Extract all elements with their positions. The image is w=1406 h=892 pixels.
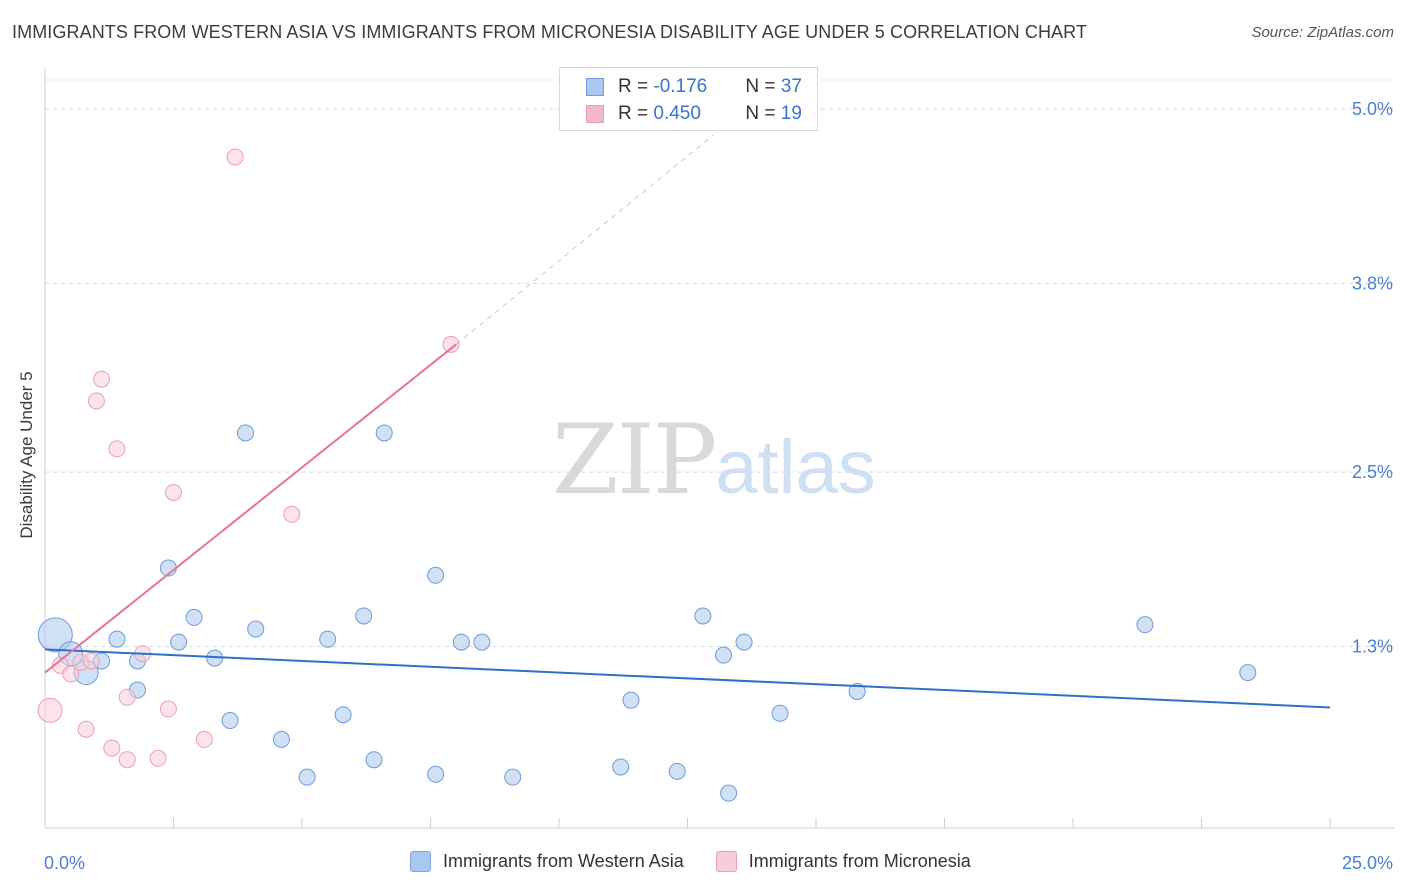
watermark-zip: ZIP [552, 404, 717, 516]
point-micronesia [149, 749, 167, 767]
watermark-atlas: atlas [715, 425, 876, 510]
point-micronesia [93, 370, 111, 388]
point-micronesia [118, 688, 136, 706]
point-western-asia [473, 633, 491, 651]
legend-n-label: N = [745, 76, 781, 97]
legend-swatch-western-asia [410, 851, 431, 872]
x-tick-label: 25.0% [1342, 853, 1393, 873]
y-tick-label: 2.5% [1352, 462, 1393, 482]
point-western-asia [427, 566, 445, 584]
trendline-micronesia [44, 343, 457, 674]
legend-label-micronesia: Immigrants from Micronesia [748, 851, 971, 871]
legend-swatch-micronesia [586, 105, 604, 123]
correlation-legend: R = -0.176 N = 37 R = 0.450 N = 19 [559, 67, 818, 131]
point-micronesia [118, 751, 136, 769]
point-western-asia [319, 630, 337, 648]
legend-label-western-asia: Immigrants from Western Asia [443, 851, 684, 871]
point-western-asia [668, 762, 686, 780]
y-tick-label: 5.0% [1352, 99, 1393, 119]
legend-r-value: -0.176 [653, 76, 708, 97]
legend-r-label: R = [618, 76, 654, 97]
point-micronesia [195, 730, 213, 748]
point-western-asia [365, 751, 383, 769]
point-micronesia [226, 148, 244, 166]
point-western-asia [720, 784, 738, 802]
legend-swatch-western-asia [586, 78, 604, 96]
legend-row-western-asia: R = -0.176 N = 37 [586, 75, 802, 99]
point-western-asia [170, 633, 188, 651]
point-western-asia [694, 607, 712, 625]
point-micronesia [159, 700, 177, 718]
point-western-asia [108, 630, 126, 648]
chart-title: IMMIGRANTS FROM WESTERN ASIA VS IMMIGRAN… [12, 22, 1088, 42]
point-western-asia [298, 768, 316, 786]
point-western-asia [848, 682, 866, 700]
point-micronesia [108, 440, 126, 458]
point-western-asia [185, 608, 203, 626]
point-micronesia [165, 483, 182, 501]
point-western-asia [272, 730, 290, 748]
watermark: ZIPatlas [552, 404, 876, 516]
legend-item-western-asia[interactable]: Immigrants from Western Asia [410, 851, 684, 872]
point-micronesia [82, 652, 100, 670]
legend-n-value: 37 [780, 76, 802, 97]
point-western-asia [735, 633, 753, 651]
point-micronesia [103, 739, 121, 757]
y-tick-label: 1.3% [1352, 636, 1393, 656]
point-western-asia [622, 691, 640, 709]
trendline-micronesia-extension [455, 134, 714, 345]
point-western-asia [452, 633, 470, 651]
point-micronesia [87, 392, 105, 410]
source-credit: Source: ZipAtlas.com [1251, 24, 1394, 41]
point-western-asia [612, 758, 630, 776]
legend-item-micronesia[interactable]: Immigrants from Micronesia [715, 851, 971, 872]
legend-swatch-micronesia [715, 851, 737, 872]
point-western-asia [1239, 664, 1257, 682]
legend-r-value: 0.450 [653, 103, 701, 124]
point-micronesia [77, 720, 95, 738]
point-western-asia [334, 706, 352, 724]
x-tick-label: 0.0% [44, 853, 85, 873]
legend-n-label: N = [745, 103, 781, 124]
point-western-asia [427, 765, 445, 783]
series-legend: Immigrants from Western Asia Immigrants … [410, 851, 1003, 872]
trendline-western-asia [44, 648, 1331, 709]
point-western-asia [771, 704, 789, 722]
point-micronesia [442, 335, 460, 353]
point-micronesia [62, 665, 80, 683]
point-western-asia [236, 424, 254, 442]
point-western-asia [247, 620, 265, 638]
point-micronesia [37, 697, 63, 723]
legend-r-label: R = [618, 103, 654, 124]
point-western-asia [221, 712, 239, 730]
point-western-asia [355, 607, 373, 625]
legend-n-value: 19 [780, 103, 802, 124]
point-micronesia [283, 505, 301, 523]
point-western-asia [504, 768, 522, 786]
point-western-asia [375, 424, 393, 442]
legend-row-micronesia: R = 0.450 N = 19 [586, 102, 802, 126]
point-western-asia [714, 646, 732, 664]
y-tick-label: 3.8% [1352, 273, 1393, 293]
point-western-asia [1136, 616, 1154, 634]
